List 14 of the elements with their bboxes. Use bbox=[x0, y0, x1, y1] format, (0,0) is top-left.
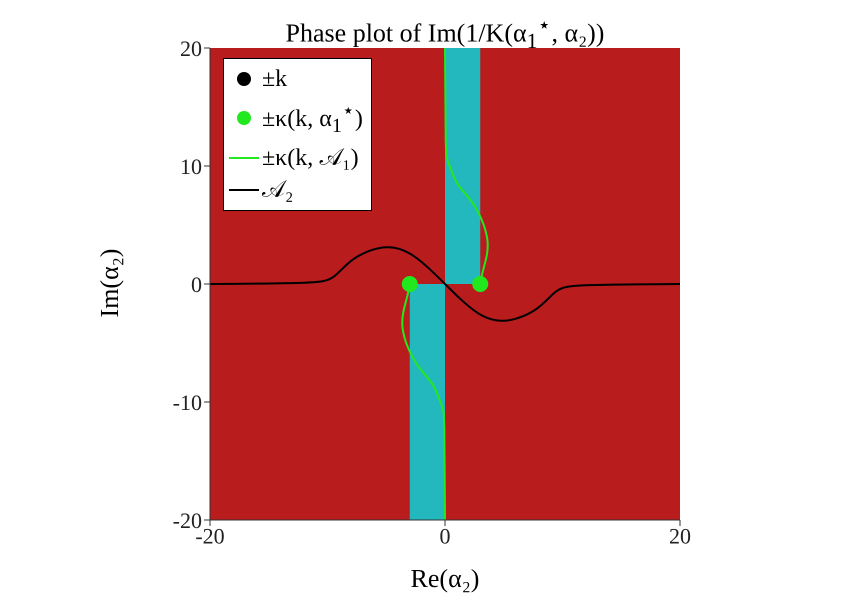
x-tick-label: 20 bbox=[669, 524, 691, 549]
legend-label: ±κ(k, α$_{1}$$^{⋆}$) bbox=[262, 99, 363, 139]
legend-label: ±κ(k, 𝒜₁) bbox=[262, 144, 359, 173]
y-axis-title: Im(α₂) bbox=[95, 248, 125, 320]
y-tick-label: -10 bbox=[172, 390, 202, 415]
legend-label: ±k bbox=[262, 65, 288, 94]
chart-title: Phase plot of Im(1/K(α$_{1}$$^{⋆}$, α₂)) bbox=[286, 13, 604, 53]
y-tick-label: 20 bbox=[180, 36, 202, 61]
x-axis-title: Re(α₂) bbox=[410, 564, 480, 594]
line-series bbox=[210, 246, 680, 322]
legend-label: 𝒜₂ bbox=[262, 176, 294, 205]
y-tick-label: 10 bbox=[180, 154, 202, 179]
y-tick-label: 0 bbox=[191, 272, 202, 297]
x-tick-label: 0 bbox=[440, 524, 450, 549]
